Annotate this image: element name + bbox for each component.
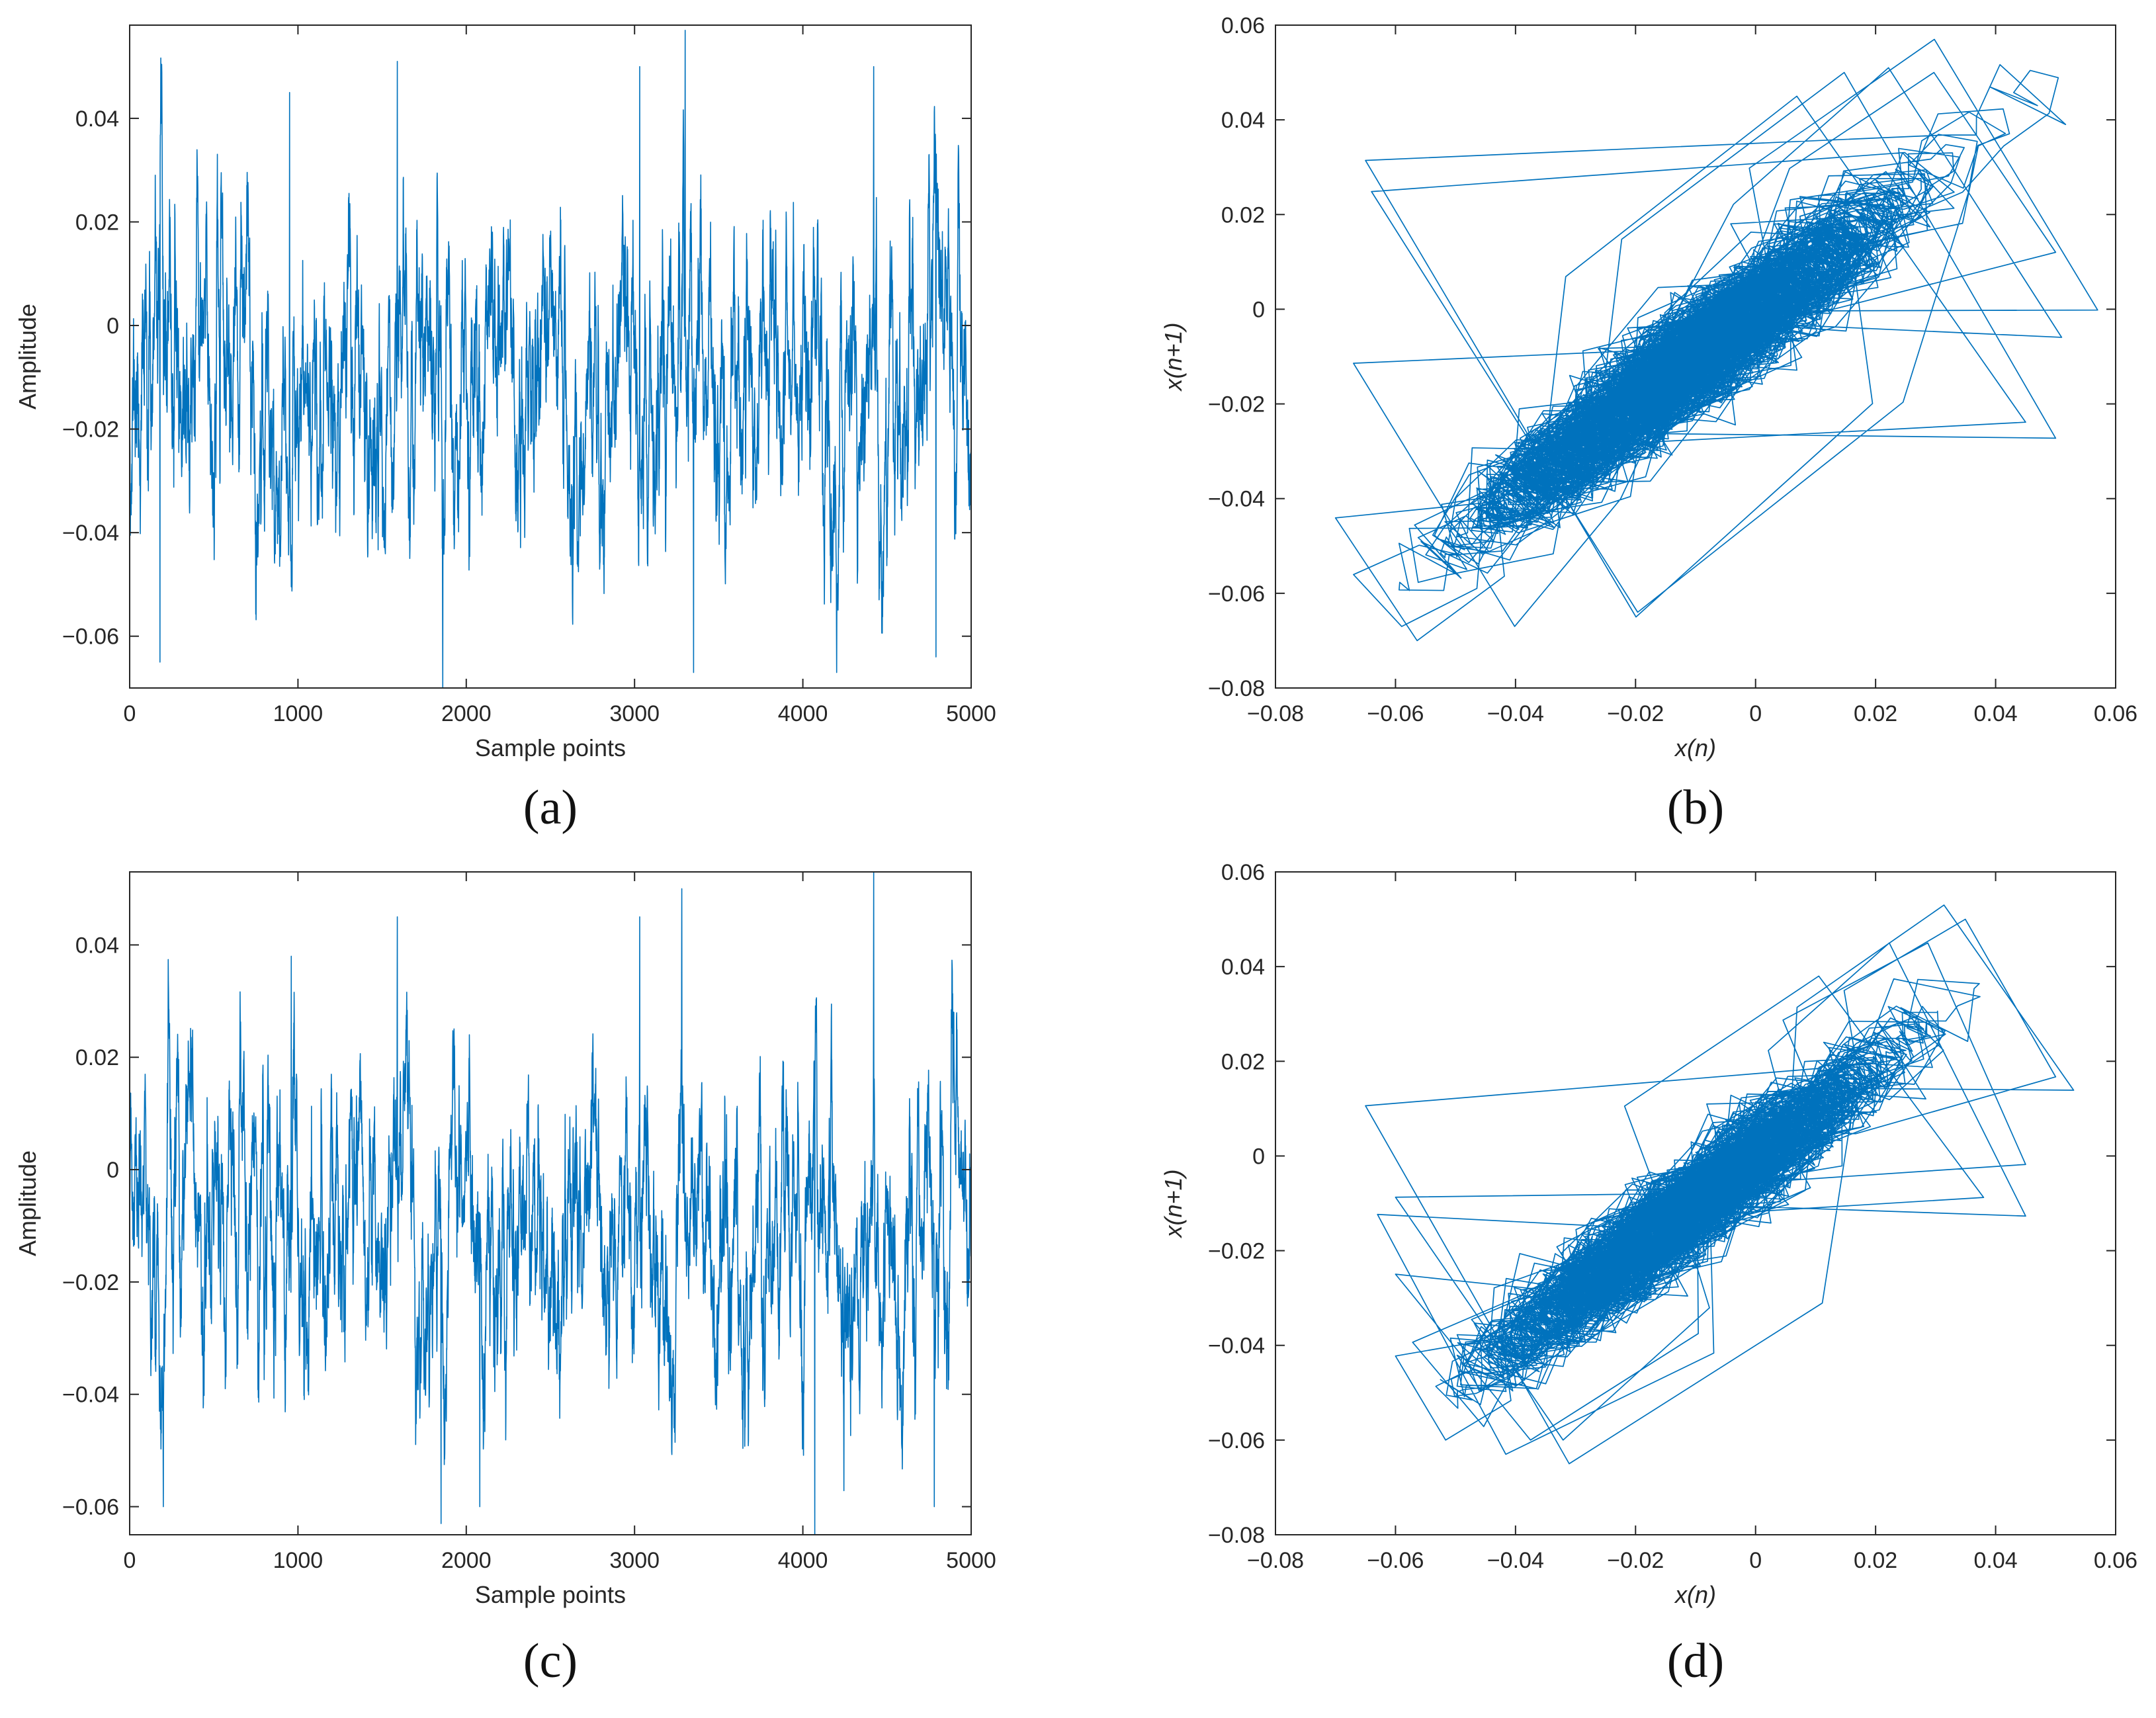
x-tick-label: 0.02 bbox=[1854, 701, 1897, 726]
y-axis-label: x(n+1) bbox=[1160, 322, 1187, 392]
y-tick-label: −0.08 bbox=[1208, 1523, 1265, 1548]
y-axis-label: Amplitude bbox=[14, 304, 41, 409]
y-tick-label: −0.02 bbox=[1208, 392, 1265, 417]
x-tick-label: 0 bbox=[1749, 1548, 1762, 1573]
x-tick-label: 5000 bbox=[946, 1548, 996, 1573]
y-tick-label: −0.04 bbox=[62, 521, 119, 546]
y-tick-label: 0 bbox=[1252, 1144, 1265, 1169]
y-tick-label: −0.02 bbox=[62, 1270, 119, 1295]
x-tick-label: 1000 bbox=[273, 1548, 323, 1573]
axes-box bbox=[1275, 24, 2116, 689]
x-tick-label: 3000 bbox=[609, 701, 660, 726]
axes-box bbox=[129, 871, 972, 1535]
x-tick-label: 0 bbox=[1749, 701, 1762, 726]
x-tick-label: −0.04 bbox=[1487, 1548, 1544, 1573]
x-tick-label: 1000 bbox=[273, 701, 323, 726]
chart-panel-1: −0.08 −0.06 −0.04 −0.02 0 0.02 0.04 0.06 −0.08 −0… bbox=[1160, 13, 2137, 835]
x-tick-label: 4000 bbox=[778, 701, 828, 726]
y-tick-label: −0.04 bbox=[62, 1383, 119, 1408]
x-tick-label: −0.06 bbox=[1367, 1548, 1424, 1573]
y-tick-label: −0.06 bbox=[1208, 581, 1265, 607]
x-tick-label: 0.06 bbox=[2094, 701, 2137, 726]
chart-panel-0: 0 1000 2000 3000 4000 5000 −0.06 −0.04 −0.02 0 0.0… bbox=[14, 24, 996, 835]
y-axis-label: Amplitude bbox=[14, 1150, 41, 1256]
x-tick-label: 0.04 bbox=[1973, 1548, 2017, 1573]
x-tick-label: 2000 bbox=[441, 1548, 492, 1573]
x-axis-label: x(n) bbox=[1674, 1581, 1716, 1608]
y-tick-label: 0 bbox=[1252, 297, 1265, 322]
y-tick-label: −0.04 bbox=[1208, 487, 1265, 512]
x-tick-label: 0.04 bbox=[1973, 701, 2017, 726]
y-tick-label: −0.06 bbox=[62, 624, 119, 650]
x-axis-label: Sample points bbox=[475, 734, 626, 761]
y-tick-label: 0.02 bbox=[1221, 1049, 1265, 1074]
axes-box bbox=[129, 24, 972, 689]
y-tick-label: −0.02 bbox=[62, 417, 119, 443]
y-tick-label: 0.02 bbox=[1221, 202, 1265, 228]
y-tick-label: −0.06 bbox=[62, 1495, 119, 1520]
x-tick-label: 4000 bbox=[778, 1548, 828, 1573]
y-tick-label: 0.04 bbox=[1221, 955, 1265, 980]
x-tick-label: −0.02 bbox=[1607, 1548, 1664, 1573]
y-tick-label: 0.04 bbox=[1221, 108, 1265, 133]
y-tick-label: 0.06 bbox=[1221, 860, 1265, 885]
y-tick-label: 0 bbox=[107, 314, 119, 339]
y-axis-label: x(n+1) bbox=[1160, 1169, 1187, 1238]
x-tick-label: 5000 bbox=[946, 701, 996, 726]
x-axis-label: Sample points bbox=[475, 1581, 626, 1608]
y-tick-label: −0.02 bbox=[1208, 1239, 1265, 1264]
x-tick-label: −0.04 bbox=[1487, 701, 1544, 726]
chart-panel-2: 0 1000 2000 3000 4000 5000 −0.06 −0.04 −0.02 0 0.0… bbox=[14, 871, 996, 1688]
x-tick-label: 3000 bbox=[609, 1548, 660, 1573]
panel-label: (d) bbox=[1667, 1634, 1724, 1688]
x-tick-label: −0.06 bbox=[1367, 701, 1424, 726]
y-tick-label: −0.04 bbox=[1208, 1334, 1265, 1359]
x-tick-label: −0.02 bbox=[1607, 701, 1664, 726]
chart-panel-3: −0.08 −0.06 −0.04 −0.02 0 0.02 0.04 0.06 −0.08 −0… bbox=[1160, 860, 2137, 1688]
x-tick-label: 0 bbox=[124, 701, 136, 726]
panel-label: (b) bbox=[1667, 781, 1724, 835]
x-tick-label: −0.08 bbox=[1247, 701, 1304, 726]
panel-label: (c) bbox=[523, 1634, 578, 1688]
y-tick-label: −0.06 bbox=[1208, 1428, 1265, 1453]
y-tick-label: 0.04 bbox=[75, 107, 119, 132]
phase-trajectory bbox=[1334, 38, 2098, 642]
y-tick-label: 0.06 bbox=[1221, 13, 1265, 38]
x-tick-label: −0.08 bbox=[1247, 1548, 1304, 1573]
y-tick-label: 0.02 bbox=[75, 210, 119, 235]
axes-box bbox=[1275, 871, 2116, 1535]
x-tick-label: 0 bbox=[124, 1548, 136, 1573]
phase-trajectory bbox=[1365, 904, 2075, 1465]
y-tick-label: 0.04 bbox=[75, 933, 119, 958]
panel-label: (a) bbox=[523, 781, 578, 835]
x-tick-label: 0.06 bbox=[2094, 1548, 2137, 1573]
signal-line bbox=[130, 30, 971, 688]
x-axis-label: x(n) bbox=[1674, 734, 1716, 761]
y-tick-label: −0.08 bbox=[1208, 676, 1265, 701]
y-tick-label: 0 bbox=[107, 1158, 119, 1183]
y-tick-label: 0.02 bbox=[75, 1045, 119, 1070]
x-tick-label: 0.02 bbox=[1854, 1548, 1897, 1573]
signal-line bbox=[130, 872, 971, 1535]
x-tick-label: 2000 bbox=[441, 701, 492, 726]
